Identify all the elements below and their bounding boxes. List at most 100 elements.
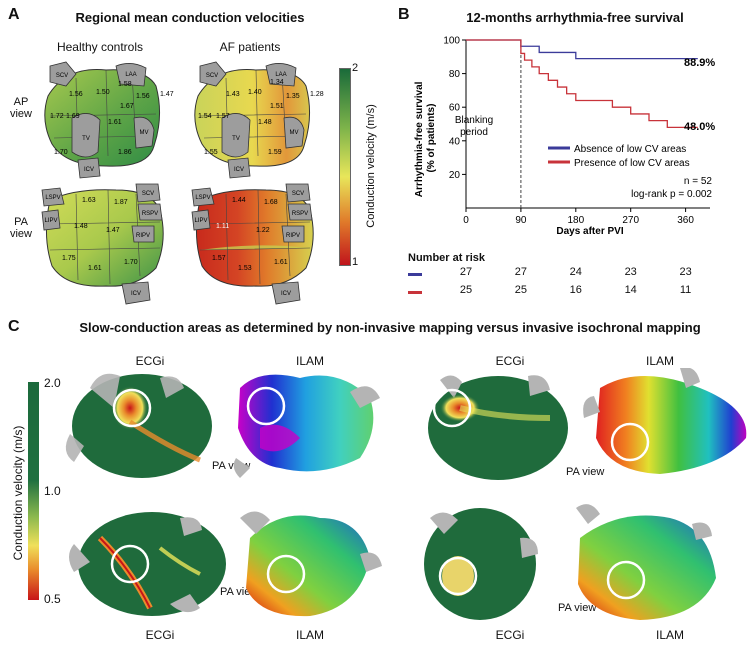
ap-h-v4: 1.56 xyxy=(136,93,150,100)
survival-chart: Arrhythmia-free survival (% of patients)… xyxy=(414,36,715,238)
y-tick-label: 60 xyxy=(449,103,461,114)
ilam-label-bl: ILAM xyxy=(295,628,324,642)
logrank-label: log-rank p = 0.002 xyxy=(631,189,712,200)
ecgi-map-tl xyxy=(65,373,212,478)
x-tick-label: 270 xyxy=(622,215,639,226)
ecgi-label-bl: ECGi xyxy=(145,628,175,642)
pa-h-v7: 1.70 xyxy=(124,259,138,266)
ap-h-mv: MV xyxy=(140,130,149,136)
ap-h-v11: 1.86 xyxy=(118,149,132,156)
ap-h-v6: 1.72 xyxy=(50,113,64,120)
slow-area-circle-ilam-br xyxy=(606,560,646,600)
ap-af-v8: 1.51 xyxy=(270,103,284,110)
pa-af-icv: ICV xyxy=(281,291,291,297)
risk-count: 14 xyxy=(624,284,637,296)
panel-b-letter: B xyxy=(398,6,410,23)
pa-af-v6: 1.53 xyxy=(238,265,252,272)
end-label-present: 48.0% xyxy=(684,121,715,133)
panel-a-colorbar-label: Conduction velocity (m/s) xyxy=(365,104,377,228)
y-tick-label: 40 xyxy=(449,136,461,147)
x-axis-label: Days after PVI xyxy=(556,226,623,237)
pa-af-ripv: RIPV xyxy=(286,233,300,239)
n-label: n = 52 xyxy=(684,176,713,187)
panel-c-colorbar xyxy=(28,382,39,600)
svg-text:Arrhythmia-free survival (: Arrhythmia-free survival (% of patients) xyxy=(414,79,437,197)
ilam-map-tr xyxy=(583,368,747,474)
risk-count: 23 xyxy=(679,266,692,278)
panel-c-letter: C xyxy=(8,318,20,335)
y-tick-label: 20 xyxy=(449,170,461,181)
pa-af-v1: 1.44 xyxy=(232,197,246,204)
panel-b-title: 12-months arrhythmia-free survival xyxy=(466,10,684,25)
ap-h-v7: 1.69 xyxy=(66,113,80,120)
pa-af-v4: 1.22 xyxy=(256,227,270,234)
pa-h-lspv: LSPV xyxy=(45,195,60,201)
x-tick-label: 0 xyxy=(463,215,469,226)
y-tick-label: 100 xyxy=(443,36,460,47)
ap-af-v9: 1.48 xyxy=(258,119,272,126)
pa-h-v5: 1.75 xyxy=(62,255,76,262)
pa-h-ripv: RIPV xyxy=(136,233,150,239)
risk-count: 23 xyxy=(624,266,637,278)
risk-count: 24 xyxy=(569,266,582,278)
pa-h-icv: ICV xyxy=(131,291,141,297)
slow-area-circle-ilam-tr xyxy=(610,422,650,462)
ap-af-tv: TV xyxy=(232,136,240,142)
risk-title: Number at risk xyxy=(408,252,486,264)
risk-count: 27 xyxy=(514,266,528,278)
pa-h-v3: 1.48 xyxy=(74,223,88,230)
y-axis-label-line1: Arrhythmia-free survival xyxy=(414,81,425,197)
end-label-absent: 88.9% xyxy=(684,57,715,69)
risk-count: 11 xyxy=(679,284,692,296)
ap-af-map: SCV LAA TV MV ICV 1.43 1.40 1.34 1.35 1.… xyxy=(194,61,324,179)
panel-c-tick-mid: 1.0 xyxy=(44,484,61,498)
ap-h-v2: 1.50 xyxy=(96,89,110,96)
ecgi-map-br xyxy=(424,508,538,620)
col-healthy-label: Healthy controls xyxy=(56,40,144,54)
slow-area-circle-ecgi-bl xyxy=(110,544,150,584)
ap-h-tv: TV xyxy=(82,136,90,142)
ap-af-laa: LAA xyxy=(275,72,286,78)
ecgi-label-tl: ECGi xyxy=(135,354,165,368)
ap-af-v3: 1.34 xyxy=(270,79,284,86)
panel-a-colorbar xyxy=(339,68,351,266)
ap-h-icv: ICV xyxy=(84,167,94,173)
ap-h-v10: 1.70 xyxy=(54,149,68,156)
ilam-map-bl xyxy=(240,511,382,617)
y-tick-label: 80 xyxy=(449,69,461,80)
pa-h-lipv: LIPV xyxy=(44,218,57,224)
series-present-line xyxy=(466,39,698,129)
ap-af-v6: 1.54 xyxy=(198,113,212,120)
blanking-label-line1: Blanking xyxy=(455,115,493,126)
y-axis-label-line2: (% of patients) xyxy=(426,104,437,173)
panel-c-tick-min: 0.5 xyxy=(44,592,61,606)
pa-h-rspv: RSPV xyxy=(142,211,158,217)
pa-h-scv: SCV xyxy=(142,191,154,197)
risk-count: 25 xyxy=(514,284,528,296)
ilam-label-tl: ILAM xyxy=(295,354,324,368)
ecgi-label-br: ECGi xyxy=(495,628,525,642)
ap-h-laa: LAA xyxy=(125,72,136,78)
risk-count: 27 xyxy=(459,266,473,278)
risk-count: 16 xyxy=(569,284,582,296)
pa-af-v7: 1.61 xyxy=(274,259,288,266)
pa-af-v3: 1.11 xyxy=(216,223,229,230)
slow-area-circle-ecgi-br xyxy=(438,556,478,596)
pa-af-scv: SCV xyxy=(292,191,304,197)
ap-af-v1: 1.43 xyxy=(226,91,240,98)
pa-view-label-br: PA view xyxy=(558,602,597,614)
x-tick-label: 90 xyxy=(515,215,527,226)
pa-af-map: LSPV LIPV SCV RSPV RIPV ICV 1.44 1.68 1.… xyxy=(191,183,314,305)
panel-c-tick-max: 2.0 xyxy=(44,376,61,390)
ecgi-map-tr xyxy=(428,375,568,480)
ap-af-v5: 1.28 xyxy=(310,91,324,98)
panel-c-maps xyxy=(65,368,747,620)
blanking-label-line2: period xyxy=(460,127,488,138)
risk-swatch-absent xyxy=(408,273,422,276)
ap-af-v2: 1.40 xyxy=(248,89,262,96)
panel-a-letter: A xyxy=(8,6,20,23)
ap-af-v7: 1.57 xyxy=(216,113,230,120)
ap-af-mv: MV xyxy=(290,130,299,136)
ap-h-scv: SCV xyxy=(56,73,68,79)
ap-h-v3: 1.58 xyxy=(118,81,132,88)
